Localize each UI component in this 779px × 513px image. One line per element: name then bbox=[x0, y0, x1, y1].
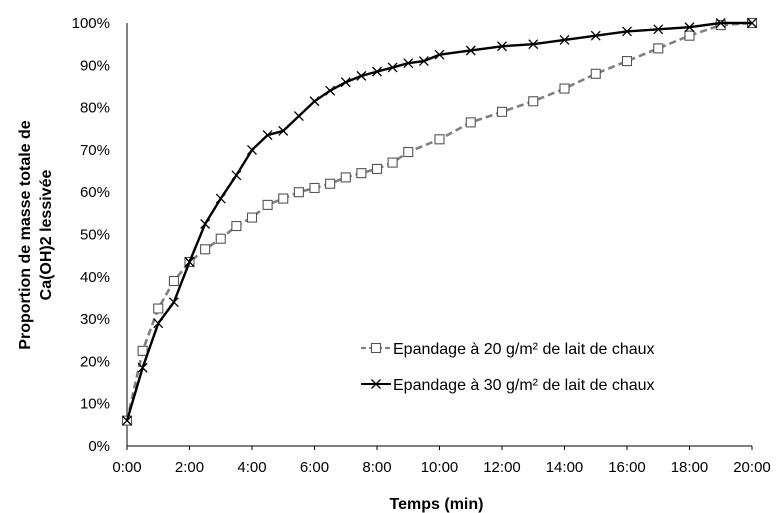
data-point-x bbox=[747, 18, 757, 28]
data-point-x bbox=[356, 70, 367, 81]
data-point-square bbox=[528, 96, 539, 107]
legend-item-20g: Epandage à 20 g/m² de lait de chaux bbox=[361, 341, 655, 358]
data-point-square bbox=[559, 83, 570, 94]
series-0 bbox=[121, 17, 758, 426]
y-tick-label: 100% bbox=[72, 15, 110, 32]
y-axis-title-line-2: Ca(OH)2 lessivée bbox=[38, 170, 55, 301]
y-tick-label: 80% bbox=[80, 100, 110, 117]
series-line-0 bbox=[125, 21, 753, 421]
data-point-square bbox=[496, 106, 508, 117]
y-tick-label: 60% bbox=[80, 184, 110, 201]
data-point-x bbox=[418, 56, 429, 67]
x-tick-label: 12:00 bbox=[483, 459, 521, 476]
data-point-x bbox=[465, 45, 476, 56]
data-point-square bbox=[371, 163, 383, 174]
data-point-x bbox=[403, 58, 414, 69]
x-tick-label: 20:00 bbox=[733, 459, 771, 476]
data-point-x bbox=[184, 257, 195, 267]
data-point-x bbox=[200, 218, 211, 229]
y-tick-label: 50% bbox=[80, 227, 110, 244]
data-point-square bbox=[356, 168, 367, 179]
data-point-x bbox=[262, 130, 273, 141]
y-tick-labels: 0% 10% 20% 30% 40% 50% 60% 70% 80% 90% 100% bbox=[72, 15, 110, 455]
y-tick-label: 30% bbox=[80, 311, 110, 328]
y-tick-label: 40% bbox=[80, 269, 110, 286]
data-point-x bbox=[278, 125, 289, 136]
x-tick-label: 6:00 bbox=[300, 459, 329, 476]
data-point-square bbox=[325, 178, 336, 189]
data-point-square bbox=[231, 220, 242, 232]
y-tick-label: 20% bbox=[80, 353, 110, 370]
y-axis-title: Proportion de masse totale de Ca(OH)2 le… bbox=[17, 120, 55, 349]
data-point-square bbox=[137, 345, 148, 356]
data-point-x bbox=[247, 144, 257, 155]
data-point-x bbox=[622, 26, 632, 37]
data-point-x bbox=[653, 24, 664, 35]
data-point-x bbox=[387, 62, 398, 73]
y-tick-label: 0% bbox=[88, 438, 110, 455]
data-point-square bbox=[465, 117, 476, 128]
data-point-square bbox=[715, 20, 726, 31]
data-point-square bbox=[153, 303, 164, 314]
data-point-x bbox=[434, 49, 445, 60]
data-point-x bbox=[153, 318, 164, 329]
data-point-square bbox=[215, 233, 226, 244]
x-tick-labels: 0:00 2:00 4:00 6:00 8:00 10:00 12:00 14:00 16:00… bbox=[112, 446, 771, 476]
x-tick-label: 0:00 bbox=[112, 459, 141, 476]
data-point-x bbox=[293, 111, 304, 122]
y-tick-label: 70% bbox=[80, 142, 110, 159]
legend-label-20g: Epandage à 20 g/m² de lait de chaux bbox=[393, 341, 655, 358]
data-point-x bbox=[215, 193, 226, 204]
series-1 bbox=[122, 18, 757, 426]
series-line-1 bbox=[125, 21, 752, 421]
y-axis-title-line-1: Proportion de masse totale de bbox=[17, 120, 34, 349]
data-point-square bbox=[262, 199, 273, 210]
data-point-square bbox=[293, 187, 304, 198]
data-point-square bbox=[168, 275, 179, 287]
x-tick-label: 18:00 bbox=[671, 459, 709, 476]
data-point-square bbox=[200, 244, 211, 255]
data-point-x bbox=[497, 41, 507, 52]
data-point-x bbox=[715, 18, 726, 28]
data-point-x bbox=[137, 362, 148, 373]
data-point-square bbox=[684, 30, 695, 41]
legend-x-marker bbox=[371, 379, 381, 389]
data-point-x bbox=[684, 22, 695, 33]
data-point-square bbox=[309, 182, 320, 194]
x-tick-label: 8:00 bbox=[362, 459, 391, 476]
x-axis-title: Temps (min) bbox=[390, 496, 484, 513]
data-point-square bbox=[340, 172, 351, 183]
data-point-x bbox=[309, 96, 320, 107]
x-tick-label: 2:00 bbox=[175, 459, 204, 476]
data-point-x bbox=[559, 34, 570, 45]
data-point-square bbox=[653, 43, 664, 54]
data-point-square bbox=[387, 157, 398, 168]
data-point-square bbox=[403, 146, 414, 158]
data-point-x bbox=[372, 66, 382, 77]
x-tick-label: 14:00 bbox=[546, 459, 584, 476]
series-layer bbox=[121, 17, 758, 426]
data-point-x bbox=[590, 30, 601, 41]
legend-square-marker bbox=[370, 342, 382, 354]
data-point-x bbox=[528, 39, 539, 50]
data-point-square bbox=[621, 56, 633, 67]
x-tick-label: 16:00 bbox=[608, 459, 646, 476]
data-point-x bbox=[325, 85, 336, 96]
data-point-x bbox=[340, 77, 351, 88]
data-point-x bbox=[122, 415, 132, 426]
data-point-square bbox=[434, 134, 445, 145]
data-point-x bbox=[168, 297, 179, 308]
x-tick-label: 10:00 bbox=[421, 459, 459, 476]
y-tick-label: 90% bbox=[80, 57, 110, 74]
legend: Epandage à 20 g/m² de lait de chaux Epan… bbox=[361, 341, 655, 394]
legend-item-30g: Epandage à 30 g/m² de lait de chaux bbox=[361, 377, 655, 394]
y-tick-label: 10% bbox=[80, 396, 110, 413]
data-point-square bbox=[278, 193, 289, 204]
data-point-square bbox=[246, 212, 258, 223]
data-point-x bbox=[231, 170, 242, 181]
data-point-square bbox=[590, 68, 601, 79]
legend-label-30g: Epandage à 30 g/m² de lait de chaux bbox=[393, 377, 655, 394]
x-tick-label: 4:00 bbox=[237, 459, 266, 476]
